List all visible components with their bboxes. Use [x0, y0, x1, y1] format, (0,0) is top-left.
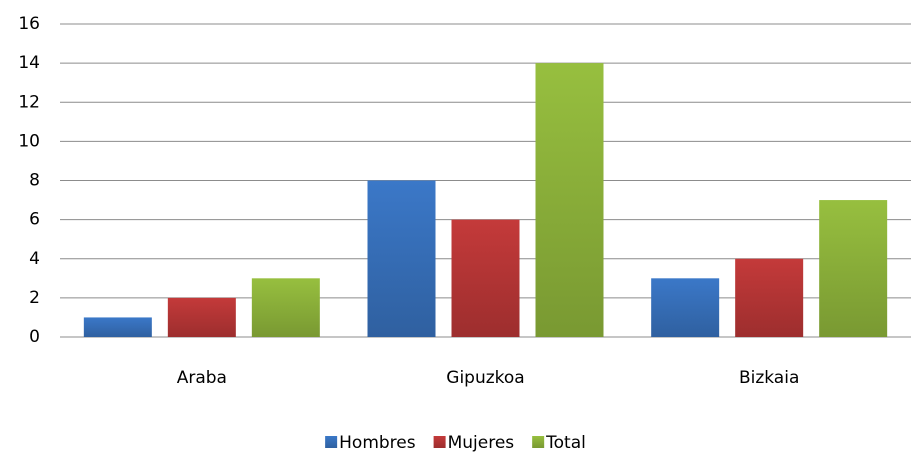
- legend-label: Hombres: [339, 433, 416, 453]
- legend-swatch: [433, 436, 446, 448]
- bar: [83, 317, 152, 337]
- y-tick-label: 2: [29, 288, 40, 308]
- y-tick-label: 14: [18, 53, 40, 73]
- bar: [451, 219, 520, 337]
- legend-swatch: [532, 436, 545, 448]
- y-tick-label: 12: [18, 92, 40, 112]
- bar: [535, 63, 604, 337]
- legend-label: Total: [545, 433, 586, 453]
- bar: [735, 258, 804, 337]
- y-tick-label: 6: [29, 210, 40, 230]
- bar: [251, 278, 320, 337]
- y-tick-label: 10: [18, 131, 40, 151]
- bar: [819, 200, 888, 337]
- legend-swatch: [325, 436, 338, 448]
- x-tick-label: Gipuzkoa: [446, 368, 524, 388]
- y-tick-label: 16: [18, 14, 40, 34]
- x-tick-label: Bizkaia: [739, 368, 799, 388]
- y-tick-label: 4: [29, 249, 40, 269]
- legend: Hombres Mujeres Total: [325, 433, 586, 453]
- bar: [651, 278, 720, 337]
- bar: [167, 297, 236, 337]
- y-tick-label: 8: [29, 171, 40, 191]
- y-tick-label: 0: [29, 327, 40, 347]
- x-tick-label: Araba: [177, 368, 227, 388]
- bar: [367, 180, 436, 337]
- legend-label: Mujeres: [448, 433, 515, 453]
